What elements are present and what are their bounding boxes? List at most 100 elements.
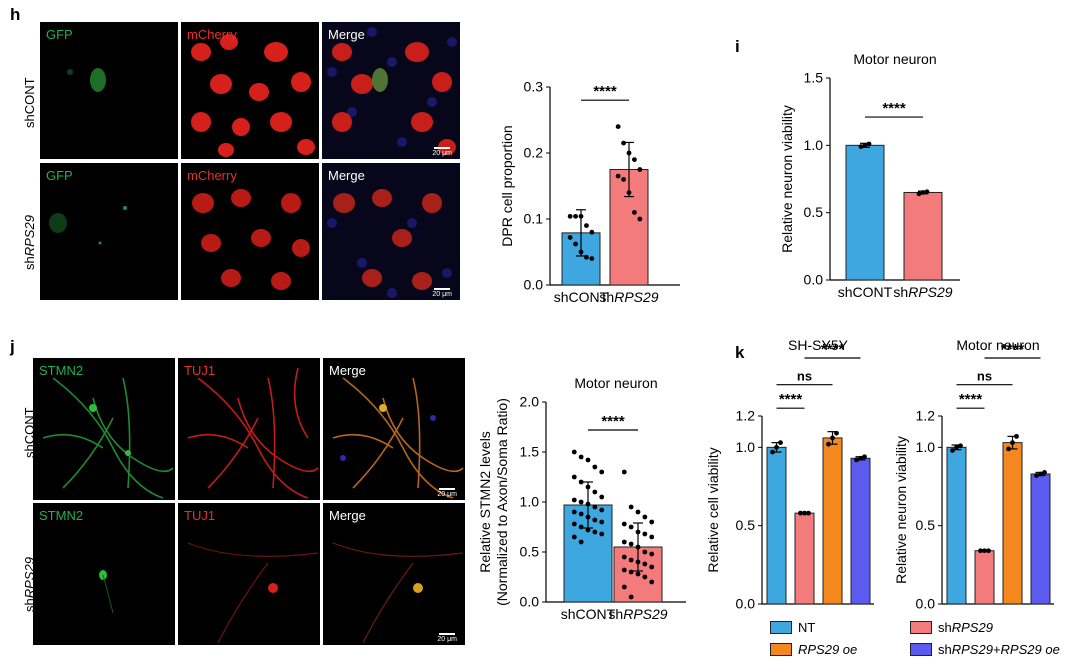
channel-label: STMN2 [39, 508, 84, 523]
data-point [585, 514, 591, 520]
legend-swatch [770, 621, 792, 634]
data-point [628, 504, 634, 510]
y-tick-label: 0.5 [804, 204, 824, 220]
data-point [858, 144, 864, 150]
data-point [571, 521, 577, 527]
legend-item-shrps29-rps29-oe: shRPS29+RPS29 oe [910, 642, 1060, 657]
data-point [571, 509, 577, 515]
y-axis-label: Relative STMN2 levels [477, 431, 493, 573]
significance-label: **** [779, 391, 803, 408]
legend-swatch [910, 621, 932, 634]
bar [845, 144, 885, 281]
significance-label: **** [593, 83, 617, 100]
data-point [578, 454, 584, 460]
legend-swatch [910, 643, 932, 656]
channel-label: Merge [328, 168, 365, 183]
scale-bar: 20 μm [437, 488, 457, 498]
data-point [592, 529, 598, 535]
scale-bar: 20 μm [432, 147, 452, 157]
data-point [578, 499, 584, 505]
data-point [978, 548, 983, 554]
data-point [621, 567, 627, 573]
data-point [649, 551, 655, 557]
chart-j-stmn2-levels: Motor neuron 0.0 0.5 1.0 1.5 2.0 Relative STMN… [477, 375, 686, 622]
micrograph-j-stmn2-shcont: STMN2 [33, 358, 175, 500]
data-point [858, 455, 863, 461]
data-point [571, 534, 577, 540]
significance-label: ns [977, 369, 992, 384]
legend-item-nt: NT [770, 620, 815, 635]
data-point [571, 497, 577, 503]
chart-k-motor-neuron-viability: Motor neuron 0.0 0.5 1.0 1.2 Relative neuron … [893, 337, 1054, 612]
data-point [802, 510, 807, 516]
data-point [649, 579, 655, 585]
bar [766, 446, 787, 605]
data-point [1038, 471, 1043, 477]
data-point [635, 509, 641, 515]
data-point [854, 457, 859, 463]
data-point [592, 489, 598, 495]
data-point [592, 464, 598, 470]
data-point [798, 510, 803, 516]
data-point [866, 141, 872, 147]
data-point [585, 484, 591, 490]
bar [1030, 473, 1051, 605]
micrograph-j-tuj1-shcont: TUJ1 [178, 358, 320, 500]
scale-bar: 20 μm [437, 633, 457, 643]
y-tick-label: 1.0 [804, 137, 824, 153]
chart-k-shsy5y-viability: SH-SY5Y 0.0 0.5 1.0 1.2 Relative cell viabili… [705, 337, 874, 612]
data-point [621, 521, 627, 527]
y-tick-label: 2.0 [520, 394, 540, 410]
bar [794, 512, 815, 605]
mcherry-cells-image [191, 34, 315, 157]
data-point [584, 223, 589, 229]
data-point [806, 510, 811, 516]
data-point [950, 448, 955, 453]
micrograph-h-merge-shrps29: Merge 20 μm [322, 163, 460, 300]
channel-label: Merge [328, 27, 365, 42]
data-point [642, 514, 648, 520]
micrograph-h-merge-shcont: Merge 20 μm [322, 22, 460, 159]
micrograph-j-merge-shcont: Merge 20 μm [323, 358, 465, 500]
significance-label: **** [1001, 341, 1025, 358]
data-point [571, 474, 577, 480]
y-tick-label: 0.0 [524, 277, 544, 293]
stmn2-neurons-image [99, 570, 114, 614]
data-point [649, 534, 655, 540]
data-point [578, 213, 584, 219]
bar [1002, 442, 1023, 605]
data-point [592, 517, 598, 523]
channel-label: STMN2 [39, 363, 84, 378]
data-point [621, 584, 627, 590]
data-point [1014, 433, 1019, 439]
micrograph-h-gfp-shcont: GFP [40, 22, 178, 159]
channel-label: Merge [329, 363, 366, 378]
chart-i-neuron-viability: Motor neuron 0.0 0.5 1.0 1.5 Relative neuron … [779, 51, 960, 300]
merge-cells-image [327, 189, 452, 298]
data-point [578, 479, 584, 485]
category-label: shCONT [554, 289, 609, 305]
legend-label: RPS29 oe [798, 642, 858, 657]
y-tick-label: 0.0 [804, 272, 824, 288]
data-point [637, 167, 643, 172]
data-point [924, 189, 930, 195]
data-point [626, 190, 632, 196]
data-point [628, 541, 634, 547]
bar [850, 457, 871, 605]
gfp-cells-image [67, 68, 106, 92]
data-point [599, 519, 605, 525]
merge-cells-image [327, 27, 457, 155]
data-point [649, 564, 655, 570]
y-tick-label: 0.0 [520, 594, 540, 610]
data-point [621, 469, 627, 475]
chart-h-dpr-proportion: 0.0 0.1 0.2 0.3 DPR cell proportion shCONTshR… [499, 79, 680, 305]
data-point [578, 539, 584, 545]
data-point [626, 150, 632, 156]
data-point [982, 548, 987, 554]
y-tick-label: 0.0 [916, 596, 936, 612]
data-point [621, 539, 627, 545]
y-tick-label: 1.5 [804, 70, 824, 86]
data-point [635, 529, 641, 535]
data-point [1034, 473, 1039, 478]
data-point [567, 213, 573, 219]
